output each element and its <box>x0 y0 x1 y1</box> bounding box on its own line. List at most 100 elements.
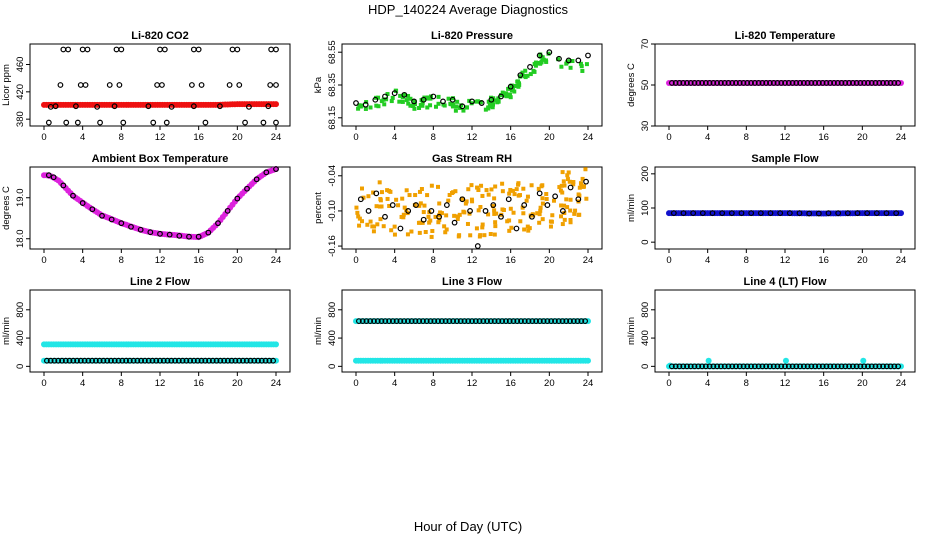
data-point <box>578 318 585 325</box>
data-point <box>490 105 495 110</box>
data-point <box>559 214 564 219</box>
data-point <box>718 80 724 86</box>
data-point <box>504 91 509 96</box>
data-point <box>273 82 279 88</box>
data-point <box>417 230 422 235</box>
data-point <box>390 95 395 100</box>
data-point <box>465 221 470 226</box>
data-point <box>699 363 705 370</box>
data-point <box>738 210 745 217</box>
data-point <box>868 363 875 370</box>
data-point <box>861 80 868 86</box>
data-point <box>774 363 781 370</box>
data-point <box>408 96 413 101</box>
data-point <box>454 104 459 109</box>
data-point <box>60 182 67 189</box>
data-point <box>371 318 377 325</box>
data-point <box>236 357 243 364</box>
y-tick-label: 18.0 <box>15 230 26 249</box>
data-point <box>676 80 683 86</box>
data-point <box>359 186 364 191</box>
data-point <box>759 363 766 370</box>
data-point <box>500 90 505 95</box>
panel-8: Line 4 (LT) Flow ml/min 0 4 8 12 16 20 24 0 400 800 <box>626 276 916 389</box>
data-point <box>431 318 438 325</box>
data-point <box>382 102 387 107</box>
data-point <box>377 180 382 185</box>
data-point <box>880 363 886 370</box>
data-point <box>215 220 221 227</box>
data-point <box>536 190 543 197</box>
data-point <box>819 363 826 370</box>
y-tick-label: 460 <box>15 57 26 73</box>
x-tick-label: 12 <box>155 255 166 266</box>
data-point <box>373 190 380 197</box>
y-axis-label: ml/min <box>1 317 12 345</box>
data-point <box>898 210 904 217</box>
data-point <box>442 103 447 108</box>
data-point <box>420 100 425 105</box>
data-point <box>548 224 553 229</box>
data-point <box>797 363 803 370</box>
y-tick-label: -0.04 <box>327 165 338 187</box>
data-point <box>168 103 175 110</box>
data-point <box>194 357 201 364</box>
data-point <box>405 318 411 325</box>
data-point <box>508 187 513 192</box>
x-tick-label: 16 <box>193 255 204 266</box>
data-point <box>247 357 254 364</box>
data-point <box>782 357 789 364</box>
data-point <box>70 192 76 199</box>
data-point <box>491 204 496 209</box>
data-point <box>555 318 562 325</box>
data-point <box>353 100 359 106</box>
data-point <box>416 220 421 225</box>
data-point <box>514 187 519 192</box>
data-point <box>512 192 517 197</box>
y-axis-label: kPa <box>313 76 324 93</box>
data-point <box>861 363 868 370</box>
data-point <box>718 363 724 370</box>
data-point <box>478 100 485 106</box>
data-point <box>517 72 524 79</box>
data-point <box>566 170 571 175</box>
data-point <box>540 183 545 188</box>
data-point <box>506 318 513 325</box>
data-point <box>546 51 551 56</box>
data-point <box>382 318 389 325</box>
data-point <box>568 197 573 202</box>
data-point <box>575 196 582 203</box>
data-point <box>379 190 384 195</box>
data-point <box>540 196 545 201</box>
y-axis-label: degrees C <box>1 186 12 230</box>
data-point <box>529 213 535 220</box>
data-point <box>372 96 379 103</box>
x-tick-label: 24 <box>896 132 907 143</box>
data-point <box>405 208 412 214</box>
data-point <box>47 357 54 364</box>
data-point <box>559 318 566 325</box>
data-point <box>378 198 383 203</box>
data-point <box>887 80 894 86</box>
x-tick-label: 8 <box>431 255 436 266</box>
series-0 <box>41 166 279 241</box>
data-point <box>744 363 751 370</box>
data-point <box>371 229 376 234</box>
data-point <box>834 80 841 86</box>
data-point <box>51 357 58 364</box>
x-tick-label: 0 <box>353 378 358 389</box>
data-point <box>268 46 275 53</box>
data-point <box>568 208 573 213</box>
data-point <box>751 363 758 370</box>
y-tick-label: 0 <box>640 240 651 245</box>
data-point <box>410 103 415 108</box>
data-point <box>266 357 273 364</box>
y-axis-label: ml/min <box>626 317 637 345</box>
panel-title: Sample Flow <box>751 153 819 165</box>
data-point <box>398 93 403 98</box>
data-point <box>748 210 755 217</box>
y-tick-label: 50 <box>640 80 651 91</box>
data-point <box>714 80 721 86</box>
data-point <box>77 357 84 364</box>
data-point <box>883 210 890 217</box>
